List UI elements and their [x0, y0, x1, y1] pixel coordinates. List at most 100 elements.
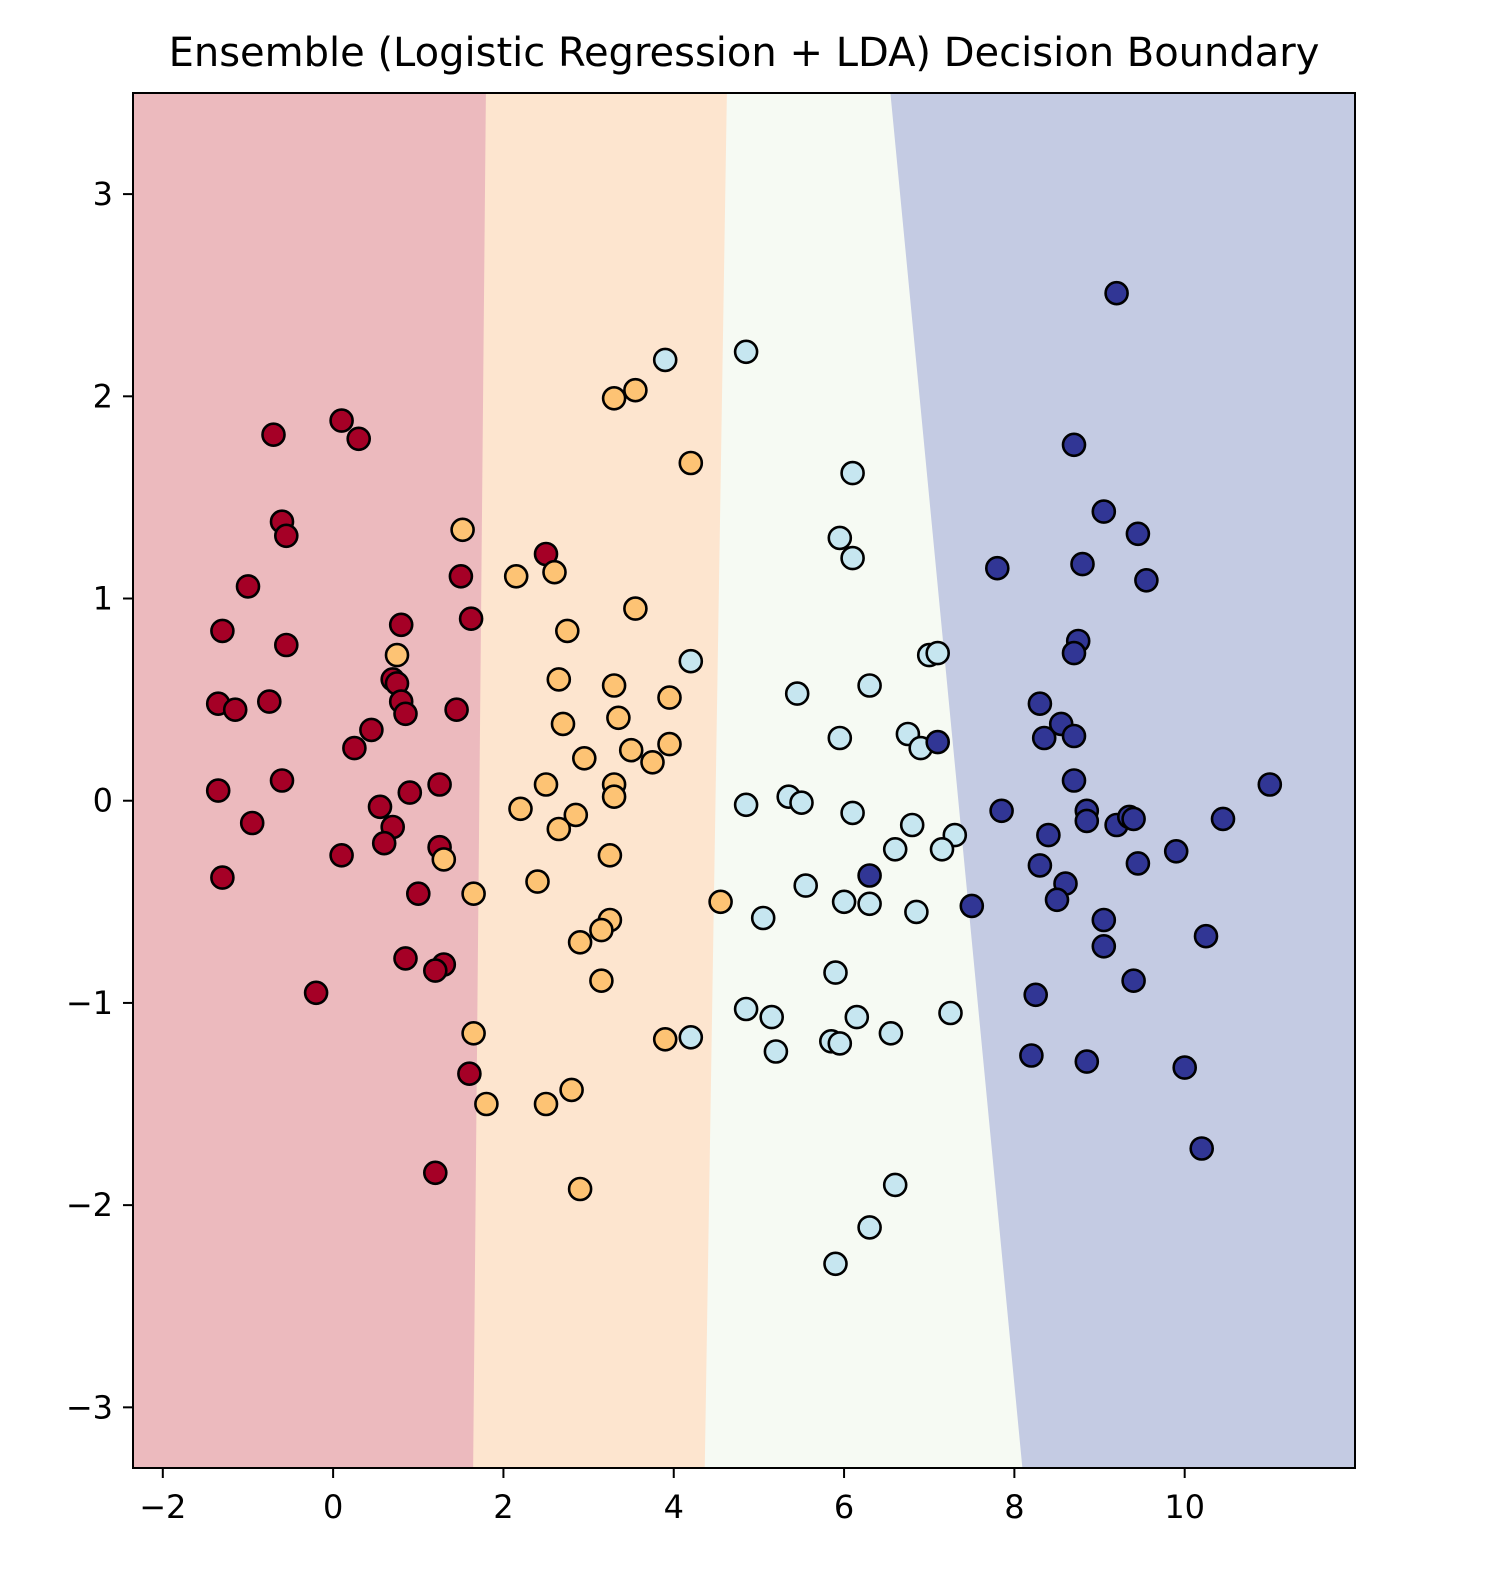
- scatter-point: [1172, 1055, 1197, 1080]
- scatter-point: [840, 460, 865, 486]
- scatter-point: [405, 881, 431, 907]
- scatter-point: [1125, 521, 1151, 547]
- scatter-point: [1070, 551, 1095, 577]
- y-tick-label: −2: [66, 1186, 113, 1224]
- scatter-point: [388, 612, 414, 638]
- scatter-point: [1091, 933, 1117, 959]
- scatter-point: [256, 689, 282, 714]
- scatter-point: [827, 1031, 853, 1056]
- scatter-point: [567, 929, 593, 955]
- scatter-point: [844, 1004, 870, 1030]
- scatter-point: [371, 830, 397, 856]
- scatter-point: [1061, 723, 1087, 749]
- scatter-point: [210, 865, 235, 890]
- scatter-point: [1027, 853, 1053, 878]
- scatter-point: [618, 737, 644, 763]
- scatter-point: [571, 745, 597, 771]
- scatter-point: [589, 968, 614, 994]
- scatter-point: [1257, 772, 1283, 797]
- scatter-point: [823, 960, 848, 985]
- scatter-point: [359, 717, 384, 743]
- scatter-point: [1121, 806, 1146, 832]
- chart-title: Ensemble (Logistic Regression + LDA) Dec…: [169, 30, 1320, 76]
- scatter-point: [1091, 499, 1117, 524]
- axes-frame: [132, 92, 1356, 1469]
- scatter-point: [882, 836, 908, 862]
- scatter-point: [623, 596, 648, 621]
- scatter-point: [1091, 907, 1117, 933]
- scatter-point: [984, 555, 1010, 581]
- scatter-point: [1210, 806, 1236, 832]
- x-tick-label: 6: [834, 1488, 854, 1526]
- y-axis: −3 −2 −1 0 1 2 3: [66, 175, 133, 1426]
- scatter-point: [652, 1027, 678, 1052]
- scatter-point: [827, 725, 853, 751]
- scatter-point: [1104, 280, 1129, 306]
- x-tick-label: 8: [1004, 1488, 1024, 1526]
- x-tick-label: 2: [493, 1488, 513, 1526]
- scatter-point: [261, 422, 286, 448]
- scatter-point: [533, 1091, 559, 1117]
- scatter-point: [959, 893, 985, 919]
- scatter-point: [657, 685, 682, 710]
- scatter-point: [857, 1215, 882, 1240]
- x-tick-label: 10: [1164, 1488, 1205, 1526]
- scatter-point: [784, 681, 810, 706]
- scatter-point: [840, 800, 865, 826]
- scatter-point: [273, 523, 299, 549]
- scatter-point: [1134, 567, 1159, 593]
- scatter-point: [450, 517, 475, 543]
- x-tick-label: 4: [664, 1488, 684, 1526]
- scatter-point: [448, 563, 474, 589]
- scatter-point: [606, 705, 631, 731]
- scatter-point: [393, 701, 418, 727]
- scatter-point: [989, 798, 1014, 824]
- scatter-point: [827, 525, 853, 551]
- scatter-point: [733, 996, 759, 1022]
- scatter-point: [878, 1021, 904, 1046]
- scatter-point: [461, 881, 486, 907]
- scatter-point: [546, 816, 572, 842]
- scatter-point: [1031, 725, 1057, 751]
- scatter-point: [733, 339, 759, 365]
- scatter-point: [750, 905, 776, 931]
- scatter-point: [546, 667, 572, 692]
- scatter-point: [1061, 432, 1087, 458]
- data-points: [205, 280, 1283, 1277]
- scatter-point: [1125, 851, 1151, 876]
- scatter-point: [1121, 968, 1146, 994]
- scatter-point: [533, 772, 559, 797]
- scatter-point: [640, 749, 665, 775]
- scatter-point: [831, 889, 857, 915]
- scatter-point: [882, 1172, 908, 1198]
- scatter-point: [269, 768, 295, 793]
- scatter-point: [525, 869, 550, 894]
- scatter-point: [1074, 1049, 1100, 1074]
- scatter-point: [367, 794, 393, 820]
- scatter-point: [597, 842, 623, 868]
- scatter-point: [554, 618, 580, 644]
- y-tick-label: 3: [93, 175, 113, 213]
- scatter-point: [899, 812, 925, 838]
- scatter-point: [823, 1251, 848, 1277]
- scatter-point: [793, 873, 819, 898]
- scatter-point: [461, 1021, 486, 1046]
- scatter-point: [652, 347, 678, 373]
- scatter-point: [559, 1077, 584, 1103]
- scatter-point: [346, 426, 372, 452]
- scatter-point: [384, 642, 410, 668]
- scatter-point: [431, 847, 457, 872]
- scatter-point: [657, 731, 682, 757]
- x-tick-label: −2: [139, 1488, 186, 1526]
- scatter-point: [678, 648, 704, 674]
- scatter-point: [1189, 1136, 1214, 1161]
- scatter-point: [925, 729, 951, 755]
- scatter-point: [1019, 1043, 1044, 1068]
- scatter-point: [444, 697, 469, 723]
- scatter-point: [303, 980, 329, 1006]
- scatter-point: [1023, 982, 1048, 1008]
- scatter-point: [938, 1000, 963, 1026]
- scatter-point: [474, 1091, 499, 1117]
- y-tick-label: −3: [66, 1388, 113, 1426]
